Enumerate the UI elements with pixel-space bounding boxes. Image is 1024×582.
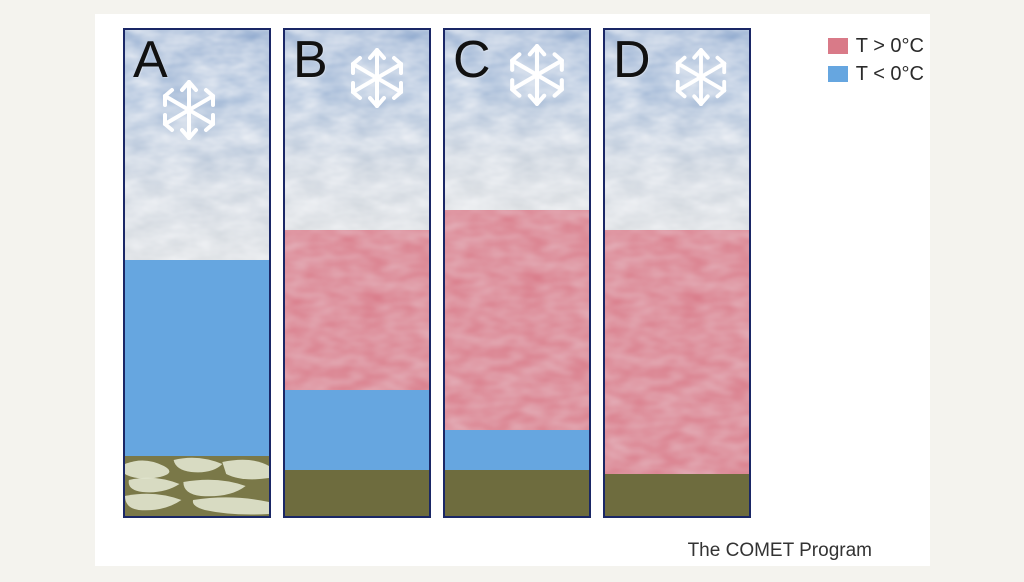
panel-a: A (123, 28, 271, 518)
layer-ground (445, 470, 589, 516)
panel-label: D (613, 30, 651, 86)
panel-label: C (453, 30, 491, 86)
layer-warm (605, 230, 749, 474)
legend-label-warm: T > 0°C (856, 32, 924, 60)
panel-label: A (133, 30, 168, 86)
layer-ground (125, 456, 269, 516)
diagram-canvas: A B C D T > 0°C T < 0°C The COMET Program (95, 14, 930, 566)
panel-label: B (293, 30, 328, 86)
layer-ground (605, 474, 749, 516)
layer-cold (285, 390, 429, 470)
panel-c: C (443, 28, 591, 518)
panel-d: D (603, 28, 751, 518)
panel-b: B (283, 28, 431, 518)
attribution: The COMET Program (688, 540, 872, 562)
layer-cold (445, 430, 589, 470)
legend-item-cold: T < 0°C (828, 60, 924, 88)
legend-swatch-cold (828, 66, 848, 82)
legend: T > 0°C T < 0°C (828, 32, 924, 88)
layer-cold (125, 260, 269, 456)
layer-ground (285, 470, 429, 516)
layer-warm (445, 210, 589, 430)
panel-row: A B C D (123, 28, 751, 518)
legend-label-cold: T < 0°C (856, 60, 924, 88)
legend-swatch-warm (828, 38, 848, 54)
layer-warm (285, 230, 429, 390)
legend-item-warm: T > 0°C (828, 32, 924, 60)
